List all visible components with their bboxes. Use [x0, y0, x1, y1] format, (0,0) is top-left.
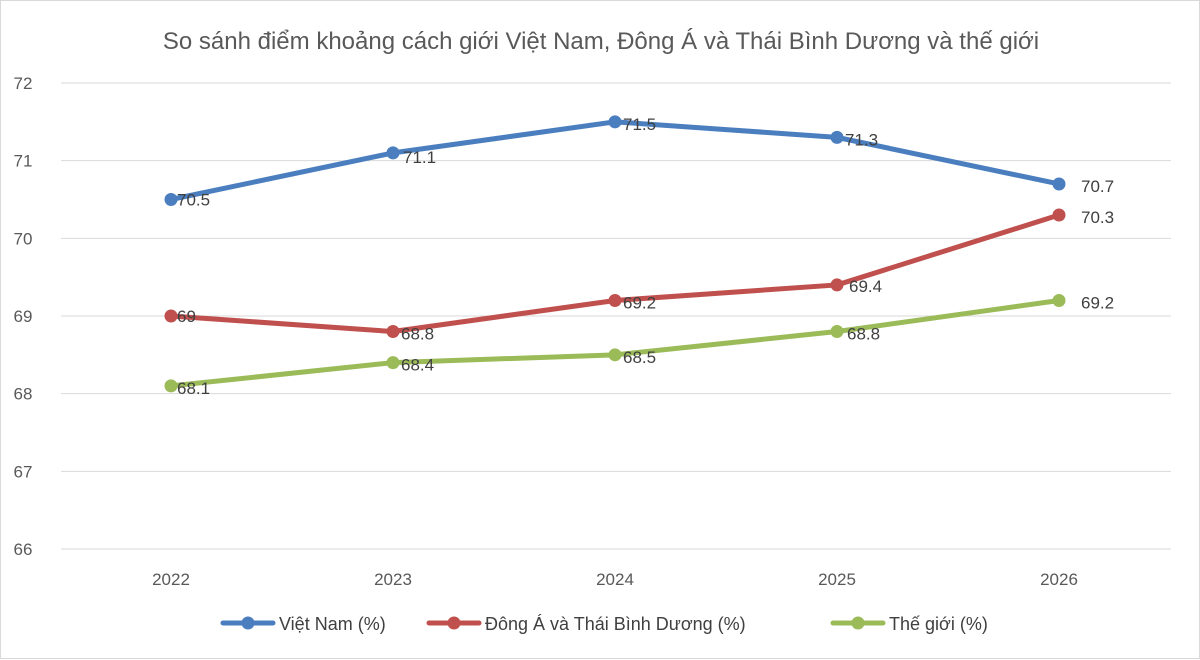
data-label: 68.8 [847, 325, 880, 344]
data-label: 68.1 [177, 379, 210, 398]
data-point [164, 309, 178, 323]
data-label: 70.3 [1081, 208, 1114, 227]
data-label: 69 [177, 307, 196, 326]
legend-label: Thế giới (%) [889, 614, 988, 634]
data-label: 69.2 [623, 293, 656, 312]
data-point [830, 278, 844, 292]
x-tick-label: 2026 [1040, 570, 1078, 589]
y-tick-label: 71 [14, 152, 33, 171]
data-label: 71.1 [403, 148, 436, 167]
y-tick-label: 72 [14, 74, 33, 93]
chart-title: So sánh điểm khoảng cách giới Việt Nam, … [163, 28, 1039, 55]
y-tick-label: 66 [14, 540, 33, 559]
data-point [386, 146, 400, 160]
legend: Việt Nam (%) Đông Á và Thái Bình Dương (%… [220, 614, 988, 634]
y-tick-label: 67 [14, 462, 33, 481]
data-label: 69.2 [1081, 293, 1114, 312]
data-point [386, 325, 400, 339]
legend-label: Đông Á và Thái Bình Dương (%) [485, 614, 746, 634]
legend-swatch-marker [241, 616, 255, 630]
data-labels: 70.5 71.1 71.5 71.3 70.7 69 68.8 69.2 69.4 70.3 68… [177, 115, 1114, 398]
data-label: 68.5 [623, 348, 656, 367]
x-tick-label: 2025 [818, 570, 856, 589]
legend-swatch-marker [851, 616, 865, 630]
y-tick-label: 68 [14, 385, 33, 404]
data-point [608, 348, 622, 362]
legend-item-3: Thế giới (%) [830, 614, 988, 634]
legend-swatch-marker [447, 616, 461, 630]
data-label: 68.8 [401, 325, 434, 344]
gridlines [61, 82, 1171, 550]
y-axis-ticks: 66 67 68 69 70 71 72 [14, 74, 33, 559]
data-label: 71.3 [845, 130, 878, 149]
series-lines [164, 115, 1066, 393]
data-point [830, 325, 844, 339]
data-point [608, 293, 622, 307]
data-point [164, 193, 178, 206]
series-line-3 [168, 297, 1062, 389]
data-point [1052, 293, 1066, 307]
x-axis-ticks: 2022 2023 2024 2025 2026 [152, 570, 1078, 589]
series-line-2 [168, 212, 1062, 335]
y-tick-label: 69 [14, 307, 33, 326]
x-tick-label: 2023 [374, 570, 412, 589]
data-point [164, 379, 178, 393]
data-label: 71.5 [623, 115, 656, 134]
y-tick-label: 70 [14, 229, 33, 248]
legend-item-2: Đông Á và Thái Bình Dương (%) [426, 614, 746, 634]
data-point [386, 356, 400, 370]
data-point [608, 115, 622, 129]
data-point [1052, 177, 1066, 191]
x-tick-label: 2024 [596, 570, 634, 589]
data-point [830, 130, 844, 144]
data-label: 70.5 [177, 191, 210, 210]
legend-label: Việt Nam (%) [279, 614, 386, 634]
data-label: 69.4 [849, 277, 882, 296]
legend-item-1: Việt Nam (%) [220, 614, 386, 634]
data-point [1052, 208, 1066, 222]
data-label: 70.7 [1081, 177, 1114, 196]
data-label: 68.4 [401, 356, 434, 375]
x-tick-label: 2022 [152, 570, 190, 589]
